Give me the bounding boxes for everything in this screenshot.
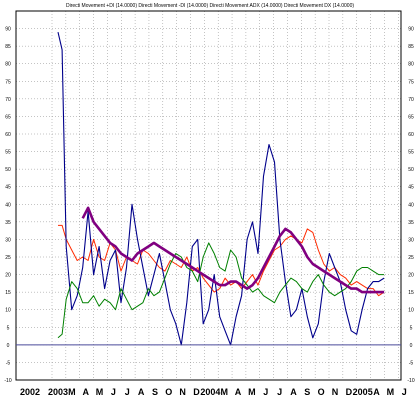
x-tick-label: J [277, 387, 282, 397]
x-tick-label: O [318, 387, 325, 397]
x-tick-label: S [152, 387, 158, 397]
y-tick-label-right: 50 [408, 167, 414, 173]
y-tick-label-right: 5 [410, 325, 413, 331]
chart-title: Directi Movement +DI (14.0000) Directi M… [66, 3, 354, 9]
x-tick-label: M [387, 387, 395, 397]
y-tick-label-left: 30 [5, 237, 11, 243]
y-tick-label-left: 45 [5, 185, 11, 191]
y-tick-label-right: 40 [408, 202, 414, 208]
x-tick-label: M [220, 387, 228, 397]
y-tick-label-right: 10 [408, 308, 414, 314]
y-tick-label-left: 0 [7, 343, 10, 349]
x-tick-label: M [248, 387, 256, 397]
x-tick-label: A [82, 387, 89, 397]
x-tick-label: J [402, 387, 407, 397]
x-tick-label: A [290, 387, 297, 397]
x-tick-label: M [96, 387, 104, 397]
y-tick-label-right: 55 [408, 150, 414, 156]
y-tick-label-left: 80 [5, 62, 11, 68]
x-tick-label: J [263, 387, 268, 397]
y-tick-label-left: -5 [6, 360, 11, 366]
x-tick-label: S [304, 387, 310, 397]
y-tick-label-left: 10 [5, 308, 11, 314]
y-tick-label-right: 80 [408, 62, 414, 68]
x-tick-label: D [193, 387, 200, 397]
series-line-3 [57, 242, 385, 339]
y-tick-label-left: 85 [5, 44, 11, 50]
x-tick-label: 2003 [48, 387, 68, 397]
y-tick-label-left: 50 [5, 167, 11, 173]
y-tick-label-left: 75 [5, 79, 11, 85]
x-tick-label: 2002 [20, 387, 40, 397]
x-tick-label: 2005 [353, 387, 373, 397]
y-tick-label-right: 65 [408, 114, 414, 120]
series-layer [57, 31, 385, 346]
y-tick-label-right: 15 [408, 290, 414, 296]
y-tick-label-left: 55 [5, 150, 11, 156]
y-tick-label-left: 65 [5, 114, 11, 120]
x-tick-label: O [165, 387, 172, 397]
series-line-4 [81, 206, 385, 294]
y-tick-label-right: 75 [408, 79, 414, 85]
y-tick-label-left: 35 [5, 220, 11, 226]
y-tick-label-right: 35 [408, 220, 414, 226]
y-tick-label-left: 5 [7, 325, 10, 331]
x-tick-label: N [332, 387, 339, 397]
y-tick-label-right: 70 [408, 97, 414, 103]
y-tick-label-right: 0 [410, 343, 413, 349]
x-tick-label: M [68, 387, 76, 397]
y-tick-label-right: 20 [408, 273, 414, 279]
x-tick-label: A [235, 387, 242, 397]
y-tick-label-left: 60 [5, 132, 11, 138]
y-tick-label-right: -5 [409, 360, 414, 366]
x-tick-label: A [373, 387, 380, 397]
y-tick-label-right: -10 [407, 378, 414, 384]
x-tick-label: J [125, 387, 130, 397]
y-tick-label-right: 90 [408, 27, 414, 33]
x-tick-label: J [111, 387, 116, 397]
y-tick-label-left: 90 [5, 27, 11, 33]
y-tick-label-left: 20 [5, 273, 11, 279]
y-tick-label-left: 25 [5, 255, 11, 261]
x-tick-label: D [346, 387, 353, 397]
x-tick-label: N [179, 387, 186, 397]
y-tick-label-left: -10 [4, 378, 11, 384]
y-tick-label-right: 45 [408, 185, 414, 191]
y-tick-label-right: 85 [408, 44, 414, 50]
y-tick-label-right: 25 [408, 255, 414, 261]
series-line-2 [57, 31, 385, 346]
y-tick-label-left: 70 [5, 97, 11, 103]
x-tick-label: 2004 [200, 387, 220, 397]
plot-frame [15, 10, 402, 381]
x-tick-label: A [138, 387, 145, 397]
y-tick-label-left: 15 [5, 290, 11, 296]
grid-layer [16, 11, 401, 381]
y-tick-label-right: 30 [408, 237, 414, 243]
y-tick-label-left: 40 [5, 202, 11, 208]
y-tick-label-right: 60 [408, 132, 414, 138]
